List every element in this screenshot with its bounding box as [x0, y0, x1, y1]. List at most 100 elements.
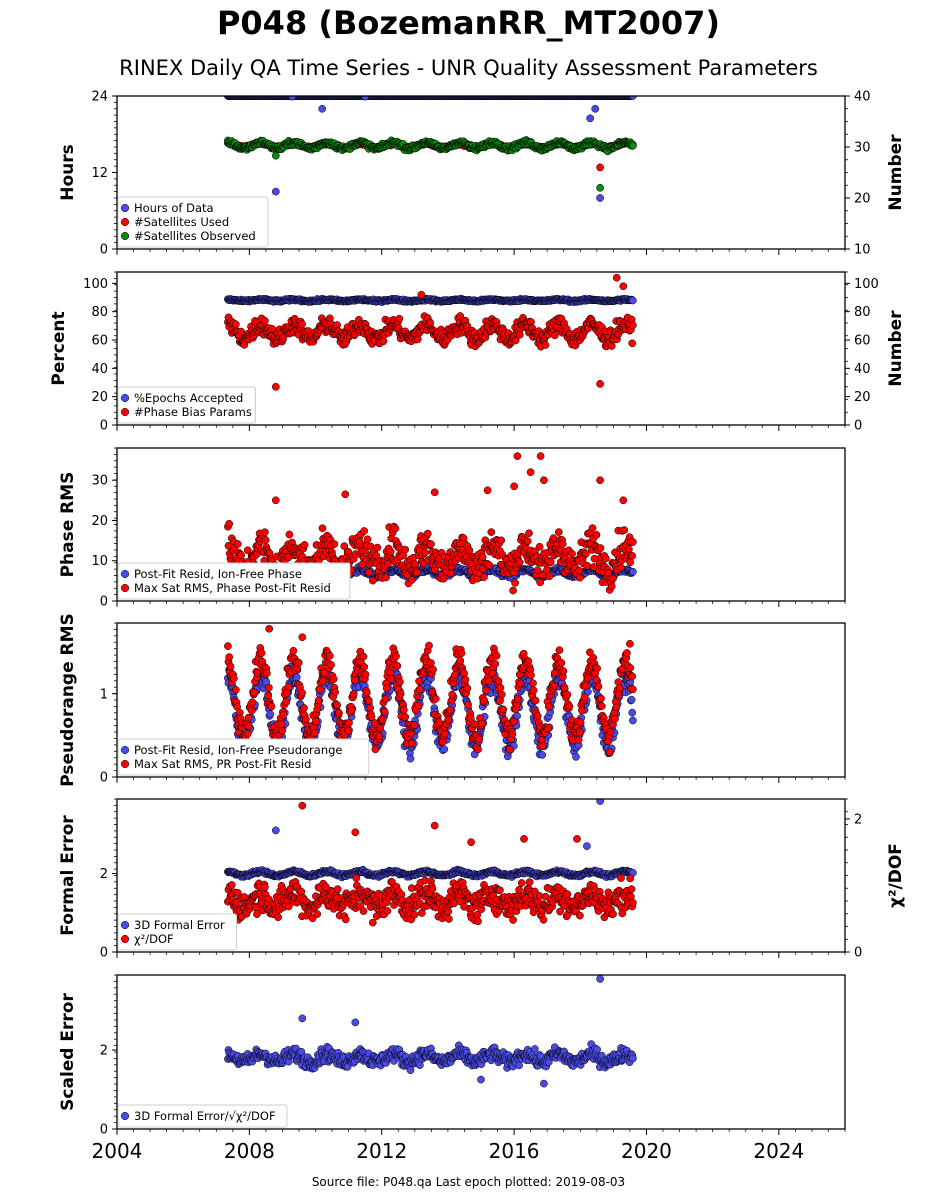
data-point: [607, 582, 616, 591]
y-right-tick-label: 20: [854, 390, 871, 405]
chart-subtitle: RINEX Daily QA Time Series - UNR Quality…: [119, 56, 818, 80]
legend-label: Hours of Data: [134, 201, 214, 215]
data-point: [620, 526, 629, 534]
data-point: [427, 540, 435, 548]
data-point: [411, 560, 419, 568]
data-point: [478, 553, 487, 561]
y-tick-label: 30: [91, 474, 108, 489]
data-point: [596, 163, 604, 172]
y-tick-label: 20: [91, 514, 108, 529]
y-right-tick-label: 100: [854, 277, 879, 292]
data-point: [368, 576, 377, 585]
y-axis-label: Phase RMS: [58, 472, 78, 578]
data-point: [279, 333, 288, 342]
data-point: [379, 337, 388, 346]
legend-label: #Phase Bias Params: [134, 405, 252, 419]
data-point: [480, 573, 488, 581]
data-point: [456, 312, 465, 320]
data-point: [271, 382, 280, 391]
y-tick-label: 100: [83, 277, 108, 292]
legend: Hours of Data#Satellites Used#Satellites…: [117, 196, 269, 248]
y-tick-label: 0: [100, 595, 108, 610]
y-right-tick-label: 30: [854, 141, 871, 156]
data-point: [439, 574, 448, 583]
y-tick-label: 10: [91, 554, 108, 569]
y-tick-label: 20: [91, 390, 108, 405]
data-point: [513, 452, 522, 460]
data-point: [271, 496, 280, 505]
legend: %Epochs Accepted#Phase Bias Params: [117, 386, 256, 424]
marker-layer: [224, 96, 637, 202]
data-point: [546, 558, 555, 567]
data-point: [607, 342, 616, 350]
legend-box: [117, 196, 269, 248]
data-point: [395, 314, 404, 323]
data-point: [629, 538, 637, 546]
chart-title: P048 (BozemanRR_MT2007): [216, 4, 721, 42]
data-point: [540, 476, 548, 485]
data-point: [421, 548, 429, 557]
data-point: [554, 528, 563, 536]
data-point: [596, 194, 604, 202]
y-tick-label: 0: [100, 243, 108, 258]
data-point: [341, 490, 350, 499]
y-axis-label: Hours: [58, 144, 78, 201]
data-point: [586, 114, 595, 123]
data-point: [285, 530, 294, 539]
data-point: [558, 540, 567, 548]
y-axis-label: Percent: [49, 311, 69, 385]
data-point: [330, 540, 339, 548]
data-point: [364, 568, 373, 577]
data-point: [591, 104, 600, 113]
data-point: [629, 141, 637, 150]
data-point: [233, 540, 242, 548]
y-tick-label: 0: [100, 419, 108, 434]
y-tick-label: 60: [91, 334, 108, 349]
data-point: [225, 519, 234, 528]
y-right-tick-label: 80: [854, 305, 871, 320]
data-point: [465, 546, 474, 555]
y-tick-label: 40: [91, 362, 108, 377]
data-point: [406, 754, 415, 763]
data-point: [413, 568, 421, 577]
y-right-tick-label: 60: [854, 334, 871, 349]
data-point: [629, 296, 637, 305]
data-point: [588, 524, 597, 532]
data-point: [625, 545, 633, 554]
data-point: [628, 551, 637, 560]
data-point: [575, 566, 584, 575]
legend-marker: [120, 569, 130, 579]
data-point: [440, 745, 449, 754]
data-point: [261, 536, 270, 544]
data-point: [592, 531, 601, 539]
data-point: [318, 104, 327, 113]
data-point: [609, 574, 617, 583]
data-point: [511, 579, 519, 587]
y-right-tick-label: 0: [854, 419, 862, 434]
y-right-tick-label: 40: [854, 362, 871, 377]
data-point: [271, 187, 280, 196]
data-point: [401, 545, 410, 554]
series-3: [224, 136, 637, 192]
data-point: [237, 551, 245, 559]
data-point: [550, 331, 559, 340]
data-point: [261, 528, 269, 537]
data-point: [576, 573, 584, 582]
data-point: [261, 317, 269, 325]
data-point: [485, 561, 494, 569]
panel-3: 0 10 20 30 Phase RMS Post-Fit Resid, Ion-Free…: [58, 447, 846, 610]
data-point: [510, 482, 518, 491]
data-point: [536, 578, 545, 587]
data-point: [430, 488, 439, 497]
data-point: [601, 554, 610, 563]
data-point: [386, 547, 395, 556]
data-point: [447, 569, 455, 578]
data-point: [231, 320, 240, 329]
legend-marker: [120, 583, 130, 593]
legend-marker: [120, 217, 130, 227]
panel-2: 020406080100020406080100NumberPercent%Ep…: [49, 271, 906, 434]
